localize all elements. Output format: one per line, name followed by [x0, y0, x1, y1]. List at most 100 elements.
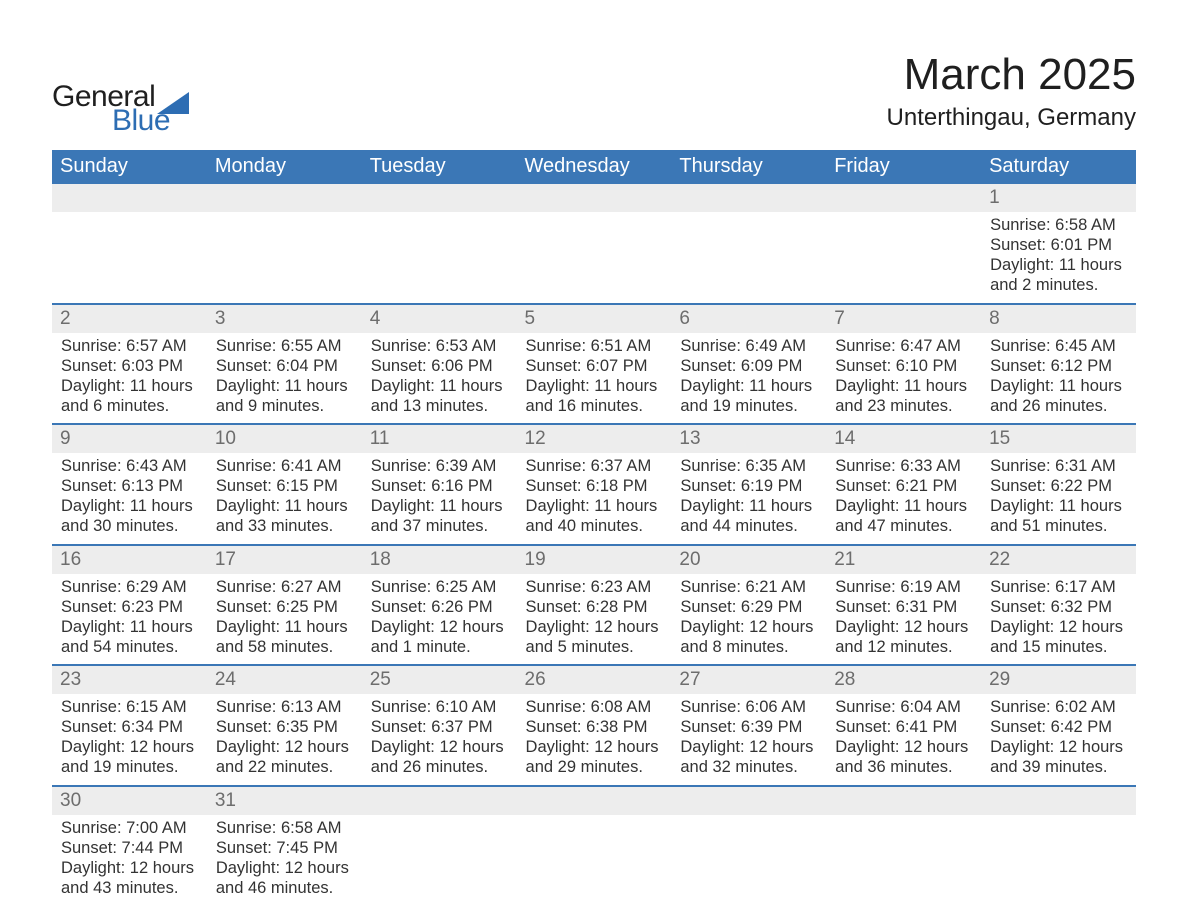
sunset-text: Sunset: 6:38 PM: [526, 717, 663, 737]
daylight-text: Daylight: 12 hours and 46 minutes.: [216, 858, 353, 898]
daylight-text: Daylight: 11 hours and 44 minutes.: [680, 496, 817, 536]
day-details: Sunrise: 6:15 AMSunset: 6:34 PMDaylight:…: [53, 695, 206, 784]
sunset-text: Sunset: 7:45 PM: [216, 838, 353, 858]
day-number: 16: [52, 546, 207, 574]
daylight-text: Daylight: 12 hours and 5 minutes.: [526, 617, 663, 657]
sunrise-text: Sunrise: 6:41 AM: [216, 456, 353, 476]
day-number: 28: [826, 666, 981, 694]
day-details: [827, 217, 980, 297]
daylight-text: Daylight: 11 hours and 40 minutes.: [526, 496, 663, 536]
day-details: Sunrise: 6:53 AMSunset: 6:06 PMDaylight:…: [363, 334, 516, 423]
sunrise-text: Sunrise: 7:00 AM: [61, 818, 198, 838]
daylight-text: Daylight: 12 hours and 19 minutes.: [61, 737, 198, 777]
header: General Blue March 2025 Unterthingau, Ge…: [52, 50, 1136, 138]
day-details: Sunrise: 6:17 AMSunset: 6:32 PMDaylight:…: [982, 575, 1135, 664]
daylight-text: Daylight: 11 hours and 51 minutes.: [990, 496, 1127, 536]
day-details: Sunrise: 6:55 AMSunset: 6:04 PMDaylight:…: [208, 334, 361, 423]
daylight-text: Daylight: 11 hours and 54 minutes.: [61, 617, 198, 657]
title-block: March 2025 Unterthingau, Germany: [887, 50, 1136, 132]
sunrise-text: Sunrise: 6:51 AM: [526, 336, 663, 356]
calendar-daybody-row: Sunrise: 6:15 AMSunset: 6:34 PMDaylight:…: [52, 694, 1136, 786]
sunrise-text: Sunrise: 6:19 AM: [835, 577, 972, 597]
daylight-text: Daylight: 11 hours and 26 minutes.: [990, 376, 1127, 416]
calendar-table: Sunday Monday Tuesday Wednesday Thursday…: [52, 150, 1136, 905]
day-number: 22: [981, 546, 1136, 574]
day-number: [207, 184, 362, 212]
sunrise-text: Sunrise: 6:04 AM: [835, 697, 972, 717]
sunrise-text: Sunrise: 6:23 AM: [526, 577, 663, 597]
sunset-text: Sunset: 6:23 PM: [61, 597, 198, 617]
day-details: Sunrise: 6:06 AMSunset: 6:39 PMDaylight:…: [672, 695, 825, 784]
daylight-text: Daylight: 12 hours and 32 minutes.: [680, 737, 817, 777]
sunrise-text: Sunrise: 6:53 AM: [371, 336, 508, 356]
sunset-text: Sunset: 6:18 PM: [526, 476, 663, 496]
sunset-text: Sunset: 6:34 PM: [61, 717, 198, 737]
daylight-text: Daylight: 12 hours and 1 minute.: [371, 617, 508, 657]
day-number: 20: [671, 546, 826, 574]
calendar-daynum-row: 1: [52, 184, 1136, 212]
day-number: 10: [207, 425, 362, 453]
day-details: [363, 820, 516, 900]
sunset-text: Sunset: 6:10 PM: [835, 356, 972, 376]
sunset-text: Sunset: 6:22 PM: [990, 476, 1127, 496]
sunset-text: Sunset: 6:29 PM: [680, 597, 817, 617]
sunrise-text: Sunrise: 6:13 AM: [216, 697, 353, 717]
weekday-header: Wednesday: [517, 150, 672, 184]
day-number: 27: [671, 666, 826, 694]
day-number: 21: [826, 546, 981, 574]
sunset-text: Sunset: 6:03 PM: [61, 356, 198, 376]
calendar-daybody-row: Sunrise: 6:57 AMSunset: 6:03 PMDaylight:…: [52, 333, 1136, 425]
sunset-text: Sunset: 6:25 PM: [216, 597, 353, 617]
day-number: [517, 787, 672, 815]
day-details: Sunrise: 6:39 AMSunset: 6:16 PMDaylight:…: [363, 454, 516, 543]
day-number: [826, 787, 981, 815]
day-number: [52, 184, 207, 212]
day-number: [671, 787, 826, 815]
daylight-text: Daylight: 12 hours and 36 minutes.: [835, 737, 972, 777]
sunrise-text: Sunrise: 6:06 AM: [680, 697, 817, 717]
day-details: [53, 217, 206, 297]
day-details: Sunrise: 6:04 AMSunset: 6:41 PMDaylight:…: [827, 695, 980, 784]
day-details: Sunrise: 6:19 AMSunset: 6:31 PMDaylight:…: [827, 575, 980, 664]
sunrise-text: Sunrise: 6:37 AM: [526, 456, 663, 476]
day-number: 13: [671, 425, 826, 453]
sunset-text: Sunset: 6:16 PM: [371, 476, 508, 496]
daylight-text: Daylight: 11 hours and 6 minutes.: [61, 376, 198, 416]
weekday-header: Friday: [826, 150, 981, 184]
day-details: Sunrise: 6:27 AMSunset: 6:25 PMDaylight:…: [208, 575, 361, 664]
day-number: 7: [826, 305, 981, 333]
sunset-text: Sunset: 6:37 PM: [371, 717, 508, 737]
day-details: Sunrise: 6:58 AMSunset: 7:45 PMDaylight:…: [208, 816, 361, 905]
day-details: [208, 217, 361, 297]
sunset-text: Sunset: 6:01 PM: [990, 235, 1127, 255]
day-number: 2: [52, 305, 207, 333]
day-details: [672, 820, 825, 900]
day-number: 11: [362, 425, 517, 453]
daylight-text: Daylight: 11 hours and 19 minutes.: [680, 376, 817, 416]
day-number: 24: [207, 666, 362, 694]
day-number: 9: [52, 425, 207, 453]
sunrise-text: Sunrise: 6:29 AM: [61, 577, 198, 597]
day-details: Sunrise: 6:31 AMSunset: 6:22 PMDaylight:…: [982, 454, 1135, 543]
day-number: 14: [826, 425, 981, 453]
sunrise-text: Sunrise: 6:58 AM: [216, 818, 353, 838]
daylight-text: Daylight: 11 hours and 37 minutes.: [371, 496, 508, 536]
daylight-text: Daylight: 12 hours and 29 minutes.: [526, 737, 663, 777]
weekday-header: Monday: [207, 150, 362, 184]
weekday-header: Tuesday: [362, 150, 517, 184]
day-number: 8: [981, 305, 1136, 333]
day-details: Sunrise: 7:00 AMSunset: 7:44 PMDaylight:…: [53, 816, 206, 905]
day-details: Sunrise: 6:29 AMSunset: 6:23 PMDaylight:…: [53, 575, 206, 664]
day-details: Sunrise: 6:45 AMSunset: 6:12 PMDaylight:…: [982, 334, 1135, 423]
day-details: Sunrise: 6:13 AMSunset: 6:35 PMDaylight:…: [208, 695, 361, 784]
day-number: 26: [517, 666, 672, 694]
calendar-body: 1 Sunrise: 6:58 AM Sunset: 6:01 PM Daylight…: [52, 184, 1136, 905]
day-details: [518, 820, 671, 900]
weekday-header: Sunday: [52, 150, 207, 184]
daylight-text: Daylight: 12 hours and 26 minutes.: [371, 737, 508, 777]
sunrise-text: Sunrise: 6:25 AM: [371, 577, 508, 597]
sunrise-text: Sunrise: 6:39 AM: [371, 456, 508, 476]
calendar-daynum-row: 3031: [52, 786, 1136, 815]
sunrise-text: Sunrise: 6:27 AM: [216, 577, 353, 597]
day-number: [517, 184, 672, 212]
